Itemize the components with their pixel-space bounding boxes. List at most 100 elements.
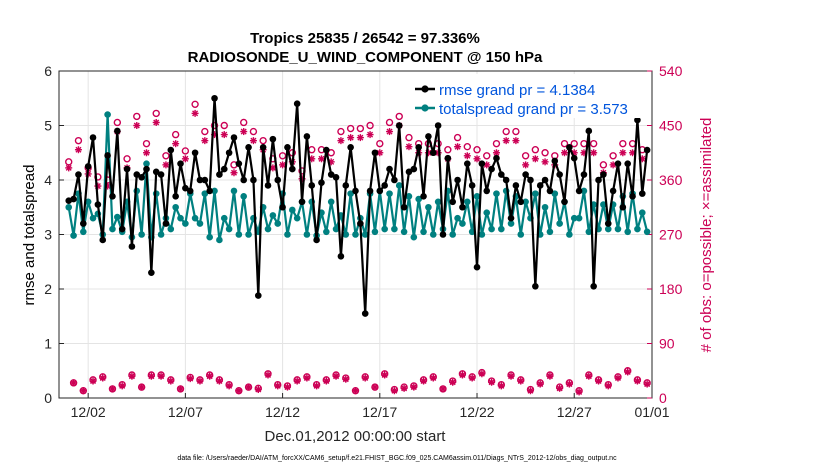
- obs-assimilated-stroke: [512, 137, 519, 144]
- obs-assimilated-marker: [614, 374, 622, 382]
- rmse-marker: [259, 144, 267, 151]
- obs-assimilated-stroke: [177, 385, 184, 392]
- obs-assimilated-stroke: [274, 382, 281, 389]
- obs-assimilated-stroke: [143, 149, 150, 156]
- rmse-marker: [323, 146, 330, 154]
- obs-assimilated-marker: [507, 372, 515, 380]
- obs-assimilated-stroke: [138, 384, 145, 391]
- rmse-line: [68, 97, 649, 315]
- obs-possible-marker: [609, 152, 617, 160]
- obs-assimilated-stroke: [532, 155, 539, 162]
- obs-assimilated-marker: [561, 149, 569, 157]
- totalspread-marker: [177, 214, 184, 222]
- rmse-marker: [517, 198, 525, 206]
- rmse-marker: [274, 176, 282, 184]
- rmse-marker: [123, 165, 131, 173]
- obs-assimilated-stroke: [483, 161, 490, 168]
- obs-possible-marker: [259, 136, 267, 145]
- obs-assimilated-marker: [536, 380, 544, 388]
- rmse-marker: [109, 193, 116, 200]
- totalspread-marker: [463, 198, 471, 206]
- obs-assimilated-stroke: [362, 375, 369, 382]
- obs-assimilated-stroke: [391, 387, 398, 394]
- rmse-marker: [240, 176, 248, 184]
- obs-assimilated-marker: [317, 155, 325, 163]
- obs-assimilated-marker: [133, 122, 141, 129]
- obs-assimilated-stroke: [250, 137, 257, 144]
- obs-assimilated-stroke: [614, 375, 621, 382]
- totalspread-marker: [643, 228, 651, 236]
- obs-assimilated-marker: [347, 134, 355, 142]
- x-tick-label: 12/07: [168, 404, 203, 420]
- obs-possible-marker: [142, 139, 151, 148]
- obs-possible-marker: [210, 121, 219, 130]
- obs-assimilated-marker: [449, 378, 457, 386]
- totalspread-marker: [517, 231, 525, 238]
- obs-possible-marker: [502, 127, 510, 136]
- obs-assimilated-stroke: [342, 376, 349, 383]
- rmse-marker: [541, 176, 549, 184]
- y-axis-label-right: # of obs: o=possible; ×=assimilated: [698, 118, 715, 353]
- obs-assimilated-stroke: [245, 384, 252, 391]
- obs-assimilated-marker: [293, 377, 301, 385]
- obs-assimilated-stroke: [75, 146, 82, 153]
- obs-assimilated-marker: [118, 382, 126, 390]
- obs-assimilated-marker: [502, 137, 510, 145]
- obs-assimilated-marker: [337, 137, 345, 145]
- obs-possible-marker: [405, 133, 413, 142]
- rmse-marker: [527, 176, 534, 184]
- totalspread-marker: [182, 220, 189, 227]
- totalspread-marker: [575, 214, 583, 222]
- rmse-marker: [556, 171, 563, 178]
- totalspread-marker: [429, 231, 437, 238]
- totalspread-marker: [425, 203, 432, 211]
- obs-assimilated-marker: [517, 377, 525, 385]
- rmse-marker: [206, 187, 213, 195]
- rmse-marker: [546, 187, 554, 195]
- rmse-marker: [361, 310, 369, 317]
- obs-assimilated-stroke: [546, 373, 553, 380]
- rmse-marker: [89, 134, 97, 141]
- rmse-marker: [157, 171, 165, 178]
- rmse-marker: [415, 144, 422, 151]
- obs-assimilated-marker: [590, 149, 598, 157]
- obs-assimilated-marker: [65, 164, 73, 172]
- rmse-marker: [172, 193, 179, 200]
- rmse-marker: [585, 127, 593, 135]
- totalspread-marker: [138, 231, 145, 238]
- obs-assimilated-marker: [70, 379, 78, 387]
- totalspread-marker: [624, 228, 631, 236]
- obs-assimilated-marker: [352, 387, 359, 395]
- obs-possible-marker: [599, 161, 608, 169]
- obs-assimilated-stroke: [65, 164, 72, 171]
- rmse-marker: [293, 100, 301, 107]
- obs-assimilated-stroke: [333, 373, 340, 380]
- obs-possible-marker: [483, 152, 491, 160]
- rmse-marker: [590, 282, 597, 290]
- rmse-marker: [566, 144, 573, 151]
- obs-assimilated-marker: [177, 385, 185, 393]
- rmse-marker: [532, 282, 539, 290]
- obs-assimilated-marker: [99, 374, 107, 382]
- obs-assimilated-stroke: [508, 373, 515, 380]
- obs-assimilated-stroke: [70, 379, 77, 386]
- totalspread-marker: [391, 225, 398, 233]
- rmse-marker: [595, 176, 602, 184]
- rmse-marker: [512, 182, 520, 189]
- totalspread-marker: [420, 228, 427, 236]
- obs-possible-marker: [356, 124, 365, 133]
- totalspread-marker: [493, 190, 500, 197]
- totalspread-marker: [167, 225, 175, 233]
- obs-assimilated-marker: [478, 370, 486, 378]
- obs-assimilated-stroke: [158, 373, 165, 380]
- y-left-tick-label: 5: [44, 118, 52, 134]
- obs-assimilated-stroke: [459, 371, 466, 379]
- obs-assimilated-stroke: [420, 378, 427, 385]
- obs-assimilated-marker: [439, 385, 447, 393]
- totalspread-marker: [600, 201, 607, 208]
- obs-assimilated-stroke: [226, 382, 233, 389]
- obs-assimilated-marker: [595, 377, 603, 385]
- rmse-marker: [429, 149, 437, 157]
- series-layer: [65, 94, 651, 396]
- legend-marker-totalspread: [421, 104, 429, 112]
